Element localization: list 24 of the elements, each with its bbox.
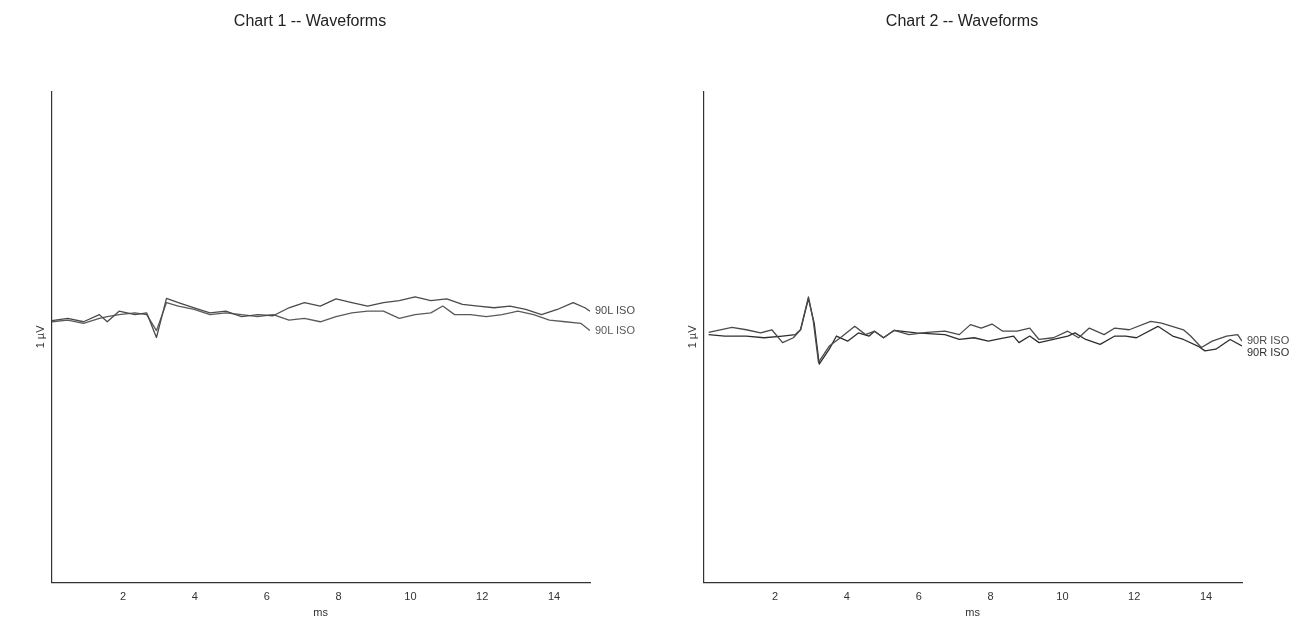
series-label: 90L ISO: [595, 304, 636, 317]
chart-title: Chart 2 -- Waveforms: [885, 12, 1039, 30]
x-tick-label: 8: [335, 590, 342, 603]
x-tick-label: 2: [119, 590, 127, 603]
x-tick-label: 6: [915, 590, 922, 603]
x-tick-label: 12: [1128, 590, 1141, 603]
x-tick-label: 4: [191, 590, 198, 603]
chart-title: Chart 1 -- Waveforms: [233, 12, 387, 30]
x-axis-title: ms: [313, 606, 329, 619]
x-tick-label: 14: [1199, 590, 1213, 603]
y-axis-title: 1 µV: [685, 324, 698, 349]
x-tick-label: 12: [476, 590, 489, 603]
series-label: 90R ISO: [1247, 346, 1290, 359]
x-tick-label: 8: [987, 590, 994, 603]
x-axis-title: ms: [965, 606, 981, 619]
series-label: 90R ISO: [1247, 334, 1290, 347]
x-tick-label: 2: [771, 590, 779, 603]
x-tick-label: 10: [1056, 590, 1069, 603]
x-tick-label: 6: [263, 590, 270, 603]
series-label: 90L ISO: [595, 323, 636, 336]
x-tick-label: 4: [843, 590, 850, 603]
x-tick-label: 10: [404, 590, 417, 603]
x-tick-label: 14: [547, 590, 561, 603]
y-axis-title: 1 µV: [33, 324, 46, 349]
